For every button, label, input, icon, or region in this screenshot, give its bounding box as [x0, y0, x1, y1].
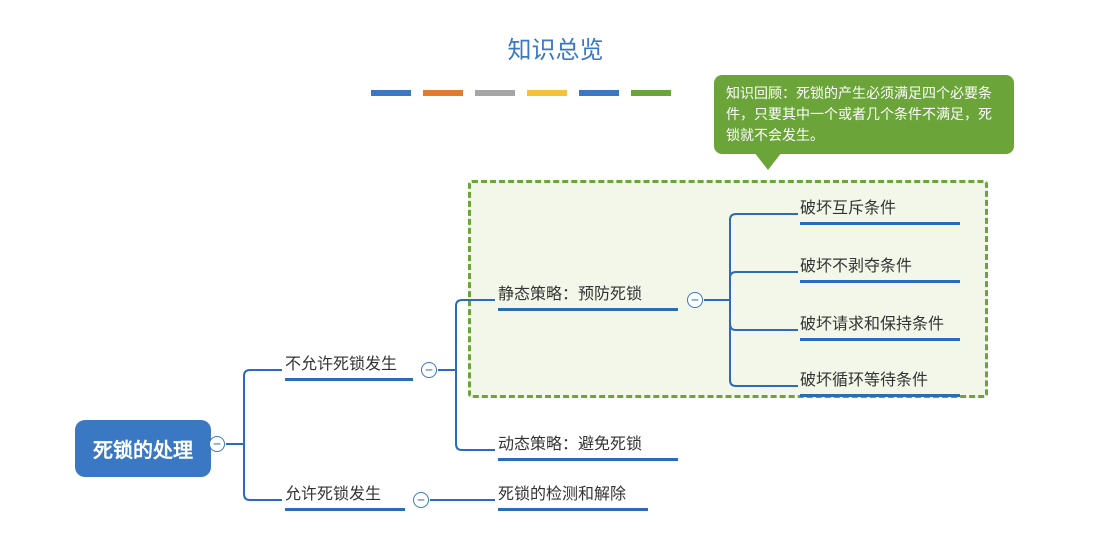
- node-cond1: 破坏互斥条件: [800, 194, 960, 225]
- color-seg-3: [475, 90, 515, 96]
- node-dynamic: 动态策略：避免死锁: [498, 430, 678, 461]
- collapse-icon[interactable]: −: [209, 436, 225, 452]
- color-bar: [371, 90, 671, 96]
- callout-tooltip: 知识回顾：死锁的产生必须满足四个必要条件，只要其中一个或者几个条件不满足，死锁就…: [714, 75, 1014, 154]
- root-node: 死锁的处理: [75, 420, 211, 477]
- collapse-icon[interactable]: −: [687, 292, 703, 308]
- collapse-icon[interactable]: −: [421, 362, 437, 378]
- color-seg-4: [527, 90, 567, 96]
- page-title: 知识总览: [0, 30, 1111, 65]
- collapse-icon[interactable]: −: [413, 492, 429, 508]
- color-seg-2: [423, 90, 463, 96]
- node-no-allow: 不允许死锁发生: [285, 350, 413, 381]
- color-seg-6: [631, 90, 671, 96]
- node-allow: 允许死锁发生: [285, 480, 405, 511]
- node-static: 静态策略：预防死锁: [498, 280, 678, 311]
- color-seg-1: [371, 90, 411, 96]
- color-seg-5: [579, 90, 619, 96]
- node-detect: 死锁的检测和解除: [498, 480, 648, 511]
- node-cond4: 破坏循环等待条件: [800, 366, 960, 397]
- node-cond2: 破坏不剥夺条件: [800, 252, 960, 283]
- node-cond3: 破坏请求和保持条件: [800, 310, 960, 341]
